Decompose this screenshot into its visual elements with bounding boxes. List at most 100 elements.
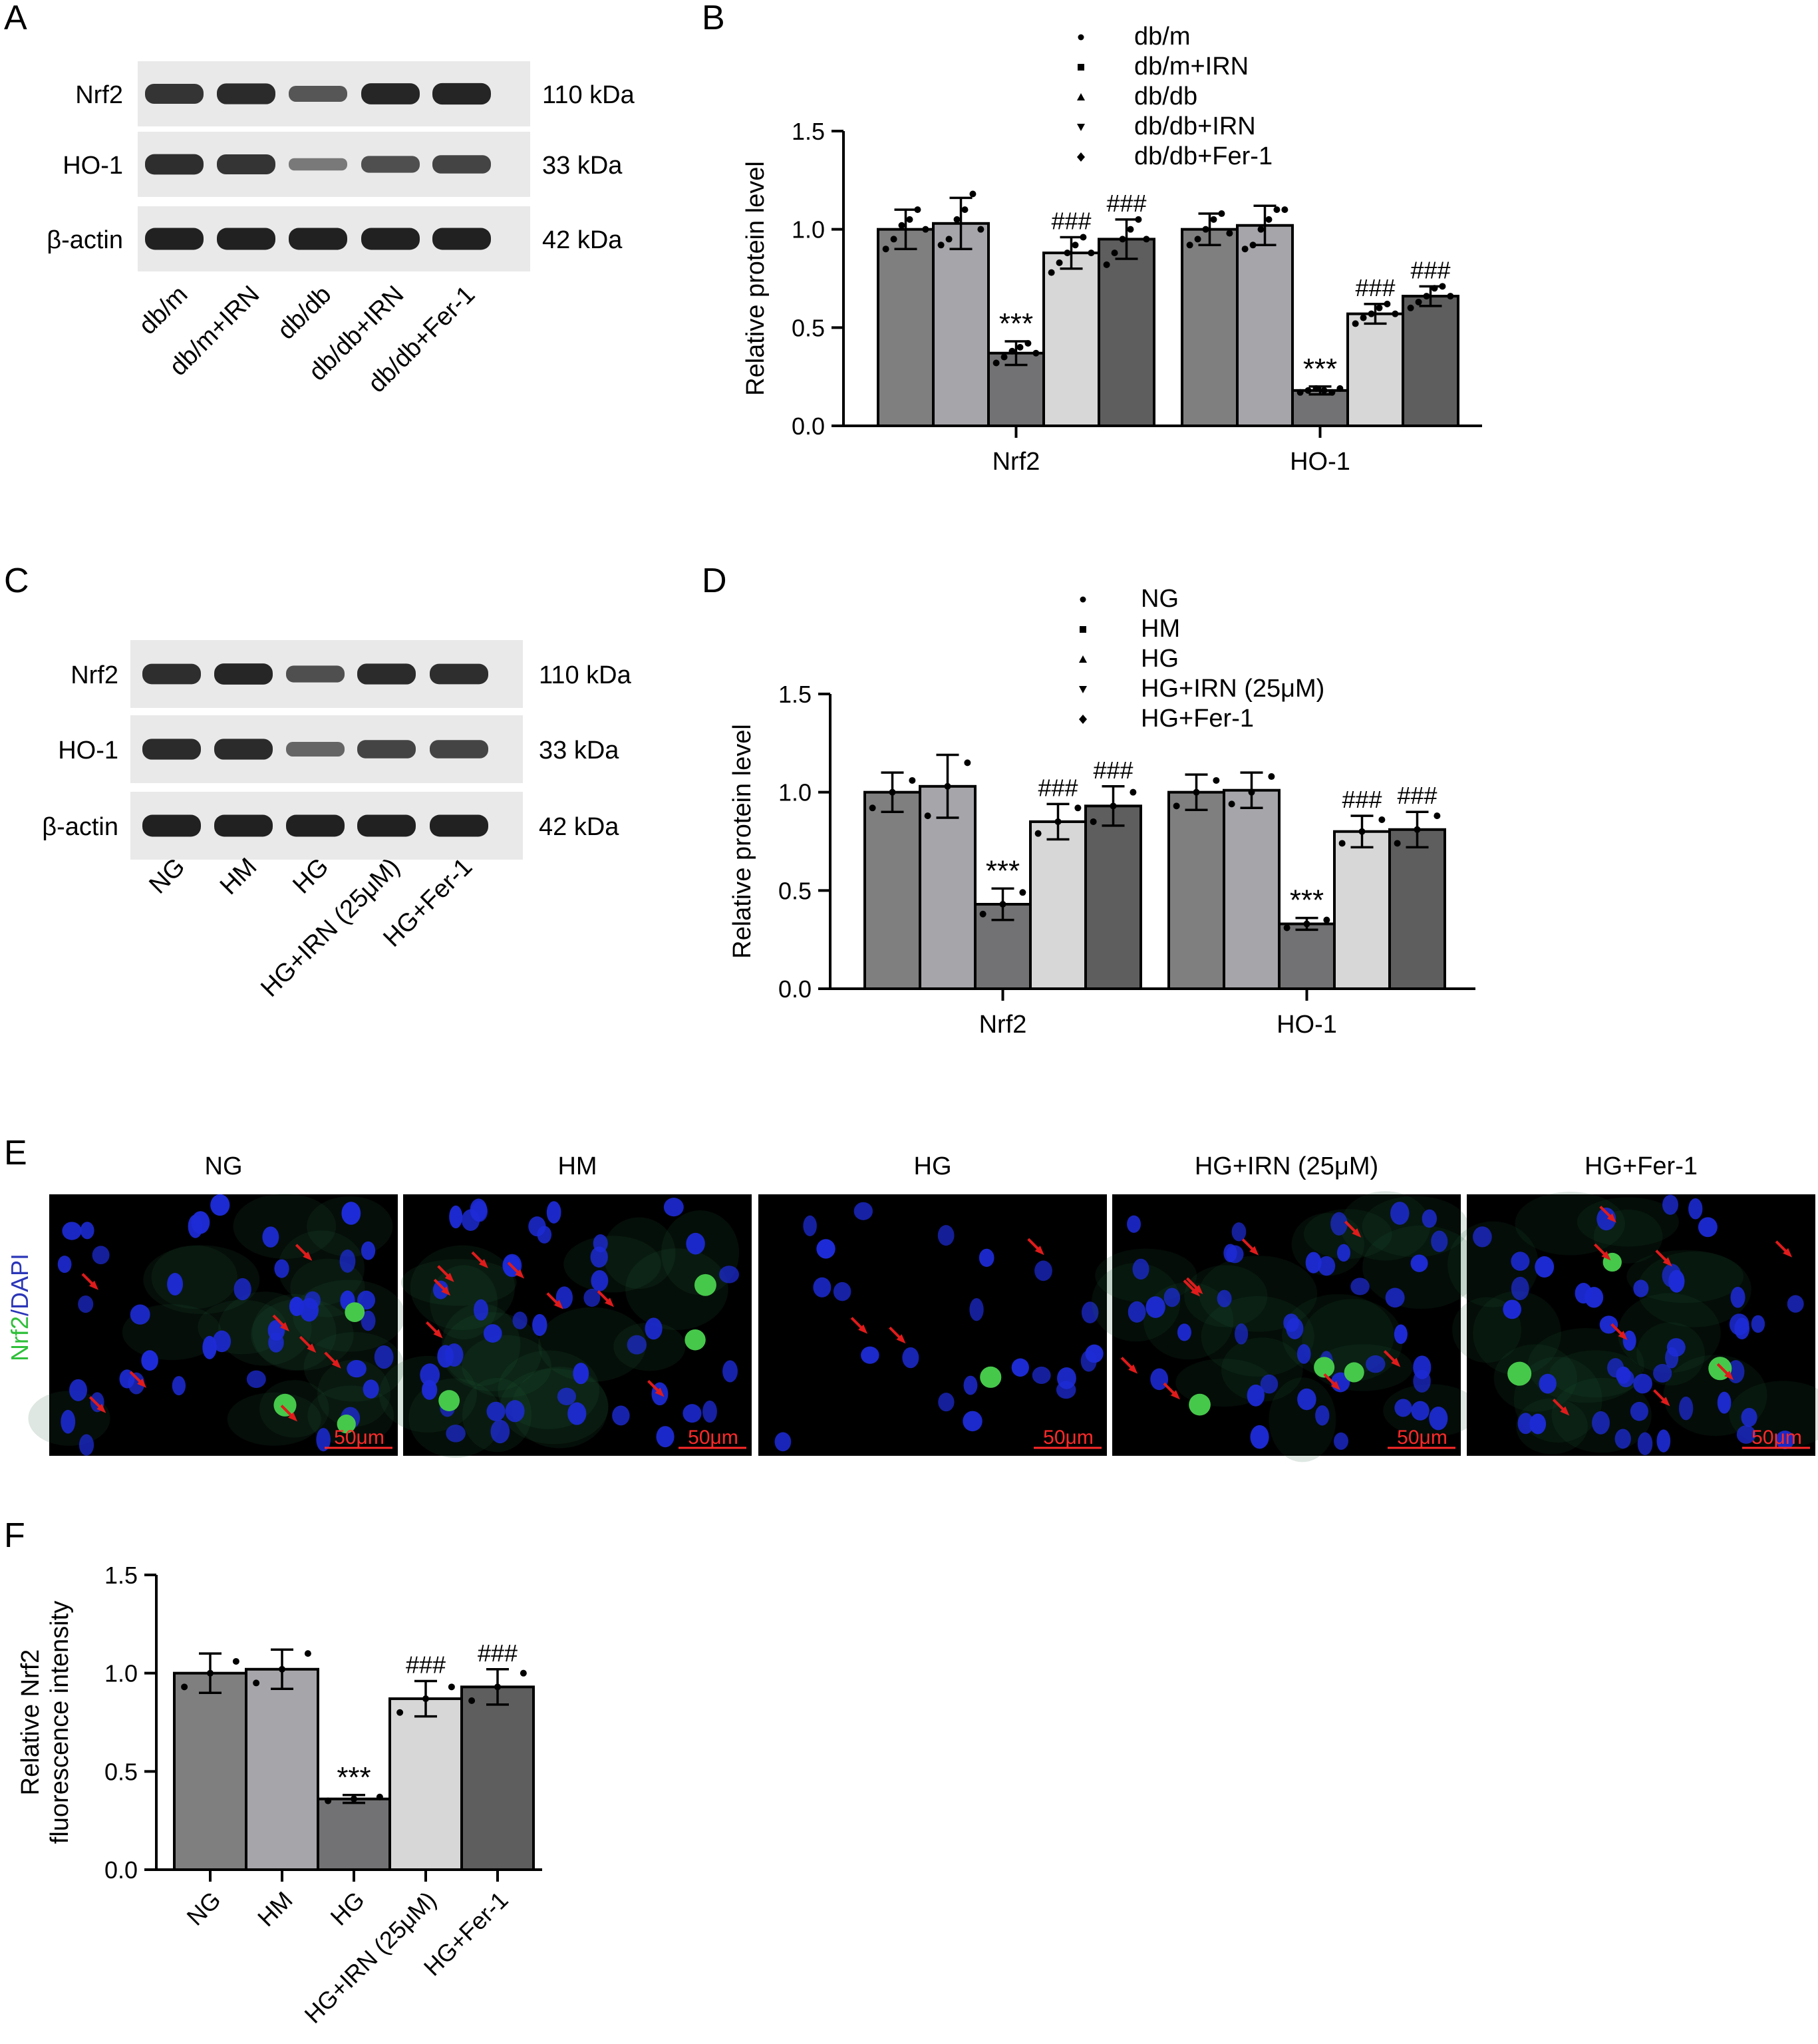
- y-tick-label: 0.5: [778, 877, 812, 904]
- legend-marker: [1078, 34, 1084, 41]
- blot-size-label: 42 kDa: [542, 226, 623, 254]
- data-point: [937, 242, 945, 249]
- nucleus: [1688, 1198, 1703, 1220]
- nucleus: [1511, 1252, 1530, 1271]
- data-point: [1034, 830, 1042, 837]
- nucleus: [339, 1249, 356, 1273]
- arrow-icon: [1552, 1399, 1565, 1411]
- data-point: [1228, 800, 1235, 808]
- arrow-icon: [433, 1278, 446, 1291]
- data-point: [1056, 259, 1063, 266]
- arrow-head-icon: [1352, 1228, 1362, 1238]
- bar: [173, 1671, 247, 1872]
- data-point: [1064, 250, 1071, 257]
- data-point: [1130, 788, 1137, 796]
- data-point: [253, 1679, 260, 1687]
- nucleus: [1698, 1217, 1718, 1238]
- significance-mark: ###: [1106, 190, 1146, 217]
- data-point: [1193, 788, 1200, 796]
- cytoplasm-signal: [1617, 1293, 1721, 1373]
- nucleus: [1596, 1207, 1616, 1231]
- nucleus: [682, 1404, 702, 1423]
- nucleus: [532, 1313, 547, 1336]
- nucleus: [1630, 1401, 1648, 1421]
- nucleus: [656, 1426, 675, 1448]
- bar: [1333, 830, 1391, 990]
- data-point: [1135, 216, 1142, 223]
- arrow-icon: [272, 1314, 285, 1327]
- cytoplasm-signal: [538, 1307, 647, 1382]
- legend-marker: [1077, 93, 1085, 100]
- data-point: [906, 216, 913, 223]
- nucleus: [1535, 1256, 1555, 1278]
- blot-band: [286, 665, 345, 683]
- cytoplasm-signal: [1493, 1344, 1577, 1412]
- nucleus: [69, 1379, 88, 1401]
- nrf2-positive-cell: [980, 1366, 1002, 1388]
- data-point: [1358, 828, 1366, 835]
- nucleus: [1751, 1315, 1765, 1333]
- arrow-head-icon: [303, 1251, 313, 1261]
- bar: [1223, 788, 1281, 991]
- data-point: [520, 1669, 527, 1677]
- bar: [1098, 238, 1155, 427]
- legend-label: NG: [1141, 585, 1179, 613]
- data-point: [1281, 206, 1288, 214]
- y-axis-label: Relative protein level: [728, 724, 756, 959]
- data-point: [1447, 293, 1454, 300]
- nrf2-positive-cell: [273, 1393, 297, 1417]
- nucleus: [1085, 1344, 1104, 1363]
- arrow-head-icon: [441, 1286, 451, 1296]
- y-tick-label: 1.5: [104, 1562, 138, 1589]
- nucleus: [505, 1400, 525, 1423]
- arrow-icon: [129, 1371, 142, 1384]
- data-point: [1008, 347, 1016, 355]
- blot-band: [432, 228, 491, 250]
- significance-mark: ###: [1342, 786, 1382, 813]
- arrow-icon: [1775, 1240, 1788, 1254]
- panel-label-d: D: [702, 562, 727, 600]
- nucleus: [590, 1246, 608, 1268]
- x-tick-label: HO-1: [1290, 448, 1350, 476]
- nucleus: [446, 1425, 466, 1443]
- data-point: [889, 788, 896, 796]
- panel-label-a: A: [4, 0, 27, 37]
- data-point: [1320, 387, 1328, 394]
- nucleus: [1633, 1373, 1652, 1394]
- nucleus: [512, 1311, 528, 1329]
- nucleus: [702, 1400, 717, 1423]
- if-y-label: Nrf2/DAPI: [6, 1254, 33, 1361]
- blot-band: [289, 228, 347, 250]
- blot-band: [361, 228, 420, 250]
- data-point: [1439, 283, 1446, 290]
- nucleus: [1390, 1202, 1410, 1225]
- blot-band: [145, 83, 204, 104]
- arrow-head-icon: [331, 1359, 341, 1369]
- data-point: [1248, 788, 1255, 796]
- blot-band: [214, 739, 273, 760]
- data-point: [304, 1650, 311, 1657]
- data-point: [1392, 310, 1399, 317]
- cytoplasm-signal: [1269, 1377, 1336, 1462]
- arrow-icon: [81, 1273, 94, 1286]
- legend-label: db/m: [1134, 23, 1190, 51]
- nucleus: [1662, 1264, 1682, 1287]
- arrow-icon: [1027, 1238, 1040, 1251]
- nucleus: [1633, 1279, 1649, 1297]
- y-tick-label: 1.5: [778, 681, 812, 708]
- data-point: [924, 812, 931, 820]
- y-tick-label: 0.0: [104, 1856, 138, 1884]
- arrow-head-icon: [1560, 1406, 1570, 1416]
- significance-mark: ###: [406, 1651, 446, 1678]
- cytoplasm-signal: [1626, 1250, 1744, 1303]
- arrow-head-icon: [1618, 1331, 1628, 1341]
- data-point: [232, 1657, 239, 1665]
- nucleus: [1231, 1222, 1247, 1242]
- if-y-label-dapi: /DAPI: [6, 1254, 33, 1316]
- nucleus: [1330, 1212, 1348, 1236]
- nucleus: [78, 1434, 94, 1456]
- y-tick-label: 0.0: [792, 413, 825, 440]
- data-point: [1434, 812, 1441, 820]
- arrow-head-icon: [478, 1259, 488, 1269]
- data-point: [1384, 300, 1391, 307]
